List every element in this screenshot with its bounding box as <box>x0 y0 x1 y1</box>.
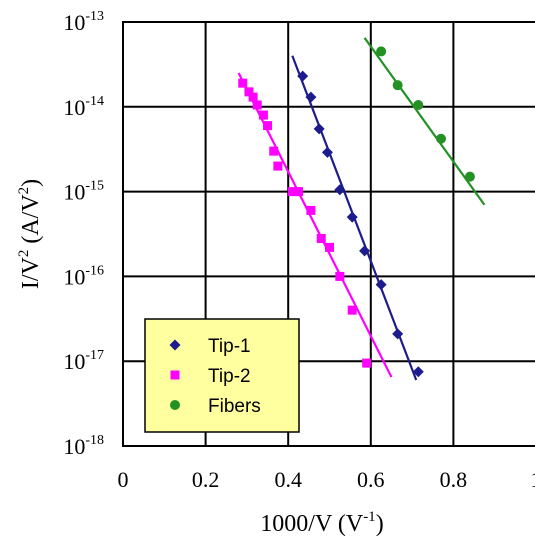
y-tick-label: 10-15 <box>63 179 104 205</box>
x-tick-label: 0.4 <box>274 467 302 492</box>
data-point-fibers <box>413 100 424 111</box>
data-point-tip-1 <box>375 279 387 291</box>
data-point-tip-1 <box>392 328 404 340</box>
fit-line-fibers <box>363 37 486 206</box>
data-point-tip-1 <box>313 123 325 135</box>
data-point-fibers <box>376 46 387 57</box>
data-point-tip-2 <box>362 358 372 368</box>
data-point-tip-2 <box>269 146 279 156</box>
data-point-tip-2 <box>316 233 326 243</box>
data-point-tip-2 <box>347 305 357 315</box>
x-tick-label: 0 <box>118 467 129 492</box>
y-tick-label: 10-13 <box>63 9 104 35</box>
legend-label-tip-1: Tip-1 <box>208 336 251 357</box>
data-point-tip-1 <box>412 366 424 378</box>
data-point-tip-2 <box>294 187 304 197</box>
x-tick-label: 0.2 <box>192 467 220 492</box>
data-point-tip-1 <box>321 146 333 158</box>
legend-marker-tip-2 <box>170 370 180 380</box>
data-point-tip-2 <box>244 87 254 97</box>
legend-label-tip-2: Tip-2 <box>208 366 251 387</box>
data-point-tip-1 <box>305 91 317 103</box>
x-tick-label: 1 <box>531 467 535 492</box>
data-point-tip-1 <box>334 184 346 196</box>
legend: Tip-1 Tip-2 Fibers <box>144 318 300 433</box>
y-tick-label: 10-16 <box>63 263 104 289</box>
data-point-tip-2 <box>263 121 273 131</box>
y-axis-title: I/V2 (A/V2) <box>16 179 44 289</box>
data-point-tip-1 <box>359 245 371 257</box>
x-axis-title: 1000/V (V-1) <box>260 509 383 537</box>
legend-items: Tip-1 Tip-2 Fibers <box>169 336 261 417</box>
data-point-tip-2 <box>273 161 283 171</box>
data-point-tip-2 <box>238 78 248 88</box>
data-point-tip-2 <box>287 187 297 197</box>
data-point-tip-1 <box>297 70 309 82</box>
data-point-tip-2 <box>248 92 258 102</box>
data-point-tip-2 <box>325 242 334 252</box>
y-tick-label: 10-17 <box>63 348 104 374</box>
data-point-tip-2 <box>252 100 262 110</box>
plot-frame <box>122 21 535 447</box>
data-point-tip-2 <box>335 271 345 281</box>
legend-label-fibers: Fibers <box>208 396 261 417</box>
x-tick-label: 0.8 <box>440 467 468 492</box>
x-tick-labels: 0 0.2 0.4 0.6 0.8 1 <box>118 467 535 492</box>
legend-marker-fibers <box>170 400 180 410</box>
y-tick-labels: 10-13 10-14 10-15 10-16 10-17 10-18 <box>63 9 104 459</box>
data-point-fibers <box>436 133 447 144</box>
y-tick-label: 10-18 <box>63 433 104 459</box>
data-points <box>238 46 475 378</box>
data-point-tip-1 <box>346 211 358 223</box>
y-tick-label: 10-14 <box>63 94 104 120</box>
x-tick-label: 0.6 <box>357 467 385 492</box>
legend-marker-tip-1 <box>169 339 181 351</box>
data-point-fibers <box>392 80 403 91</box>
data-point-tip-2 <box>258 110 268 120</box>
data-point-fibers <box>464 171 475 182</box>
data-point-tip-2 <box>306 205 316 215</box>
